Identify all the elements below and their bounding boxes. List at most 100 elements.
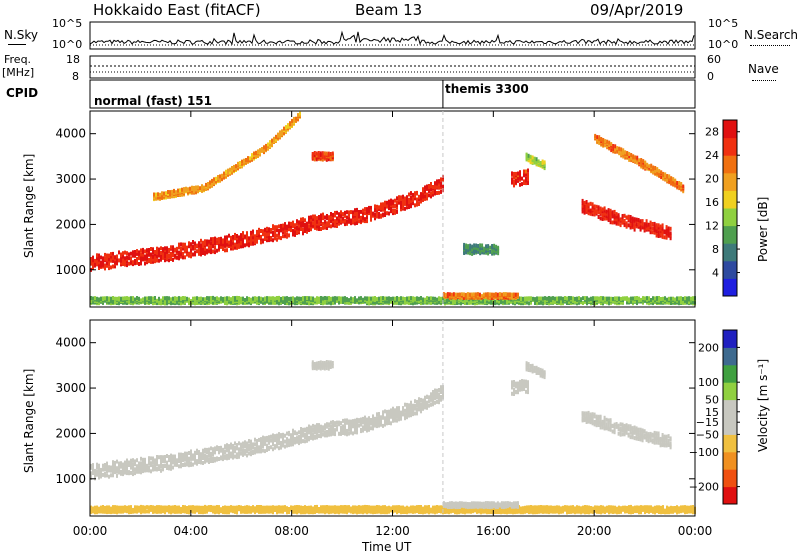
power-echo-cell <box>138 296 140 301</box>
power-echo-cell <box>672 177 675 182</box>
power-echo-cell <box>587 202 590 207</box>
velocity-echo-cell <box>372 424 374 429</box>
velocity-echo-cell <box>306 426 308 431</box>
power-echo-cell <box>603 208 606 213</box>
velocity-echo-cell <box>436 388 438 393</box>
power-echo-cell <box>166 246 168 251</box>
power-echo-cell <box>400 203 402 208</box>
velocity-echo-cell <box>202 456 204 460</box>
velocity-echo-cell <box>364 426 366 431</box>
power-echo-cell <box>356 298 358 303</box>
power-echo-cell <box>497 251 500 256</box>
velocity-echo-cell <box>298 430 300 435</box>
power-ytick-label: 2000 <box>55 217 86 231</box>
velocity-echo-cell <box>130 505 132 510</box>
velocity-echo-cell <box>136 464 138 469</box>
power-echo-cell <box>226 235 228 240</box>
power-echo-cell <box>465 248 468 253</box>
velocity-echo-cell <box>372 414 374 419</box>
power-echo-cell <box>222 296 224 301</box>
power-echo-cell <box>255 150 257 155</box>
velocity-echo-cell <box>246 444 248 449</box>
power-echo-cell <box>622 148 625 153</box>
power-echo-cell <box>160 254 162 259</box>
power-echo-cell <box>602 138 605 142</box>
velocity-echo-cell <box>194 460 196 465</box>
power-echo-cell <box>299 111 301 116</box>
power-echo-cell <box>406 296 408 301</box>
power-echo-cell <box>205 182 207 187</box>
power-echo-cell <box>326 296 328 301</box>
power-echo-cell <box>384 206 386 211</box>
power-echo-cell <box>198 241 200 246</box>
power-echo-cell <box>294 223 296 228</box>
nsky-tick-bottom: 10^0 <box>52 38 83 51</box>
power-echo-cell <box>296 228 298 233</box>
power-echo-cell <box>326 221 328 226</box>
power-echo-cell <box>604 296 606 301</box>
nsearch-label: N.Search <box>744 28 799 42</box>
power-echo-cell <box>665 225 668 230</box>
velocity-echo-cell <box>146 466 148 470</box>
velocity-echo-cell <box>136 458 138 463</box>
power-echo-cell <box>491 244 494 248</box>
power-echo-cell <box>283 126 285 131</box>
velocity-echo-cell <box>104 471 106 476</box>
velocity-echo-cell <box>356 430 358 435</box>
power-echo-cell <box>280 226 282 231</box>
power-echo-cell <box>667 226 670 231</box>
power-echo-cell <box>96 256 98 261</box>
power-echo-cell <box>132 260 134 265</box>
power-echo-cell <box>185 186 187 191</box>
power-echo-cell <box>282 226 284 231</box>
power-echo-cell <box>252 241 254 246</box>
velocity-echo-cell <box>276 436 278 440</box>
velocity-echo-cell <box>106 461 108 466</box>
power-echo-cell <box>148 250 150 255</box>
power-echo-cell <box>190 248 192 253</box>
velocity-echo-cell <box>142 466 144 471</box>
velocity-echo-cell <box>332 428 334 433</box>
power-echo-cell <box>110 254 112 259</box>
velocity-echo-cell <box>398 406 400 411</box>
power-echo-cell <box>358 214 360 218</box>
power-echo-cell <box>346 297 348 302</box>
velocity-echo-cell <box>156 458 158 463</box>
velocity-echo-cell <box>202 453 204 458</box>
power-echo-cell <box>350 218 352 223</box>
power-echo-cell <box>467 244 470 249</box>
power-echo-cell <box>276 300 278 305</box>
power-echo-cell <box>392 209 394 213</box>
power-echo-cell <box>649 229 652 234</box>
power-echo-cell <box>348 215 350 220</box>
power-echo-cell <box>321 151 324 156</box>
velocity-echo-cell <box>202 448 204 453</box>
velocity-echo-cell <box>180 455 182 460</box>
power-echo-cell <box>438 190 440 195</box>
velocity-echo-cell <box>92 506 94 511</box>
power-echo-cell <box>527 177 529 182</box>
power-echo-cell <box>386 200 388 205</box>
power-echo-cell <box>438 185 440 190</box>
power-echo-cell <box>370 216 372 221</box>
power-echo-cell <box>336 216 338 221</box>
velocity-echo-cell <box>230 451 232 456</box>
velocity-echo-cell <box>106 469 108 474</box>
power-echo-cell <box>239 161 241 165</box>
velocity-echo-cell <box>310 435 312 440</box>
velocity-echo-cell <box>142 505 144 510</box>
power-echo-cell <box>617 213 620 218</box>
velocity-echo-cell <box>344 418 346 423</box>
power-echo-cell <box>116 296 118 301</box>
velocity-echo-cell <box>284 444 286 449</box>
velocity-echo-cell <box>348 423 350 428</box>
power-echo-cell <box>471 251 474 256</box>
power-echo-cell <box>661 226 664 231</box>
power-echo-cell <box>224 248 226 253</box>
velocity-echo-cell <box>216 505 218 509</box>
velocity-echo-cell <box>158 505 160 510</box>
nave-legend-line <box>752 80 776 81</box>
velocity-echo-cell <box>288 430 290 435</box>
velocity-echo-cell <box>308 424 310 429</box>
